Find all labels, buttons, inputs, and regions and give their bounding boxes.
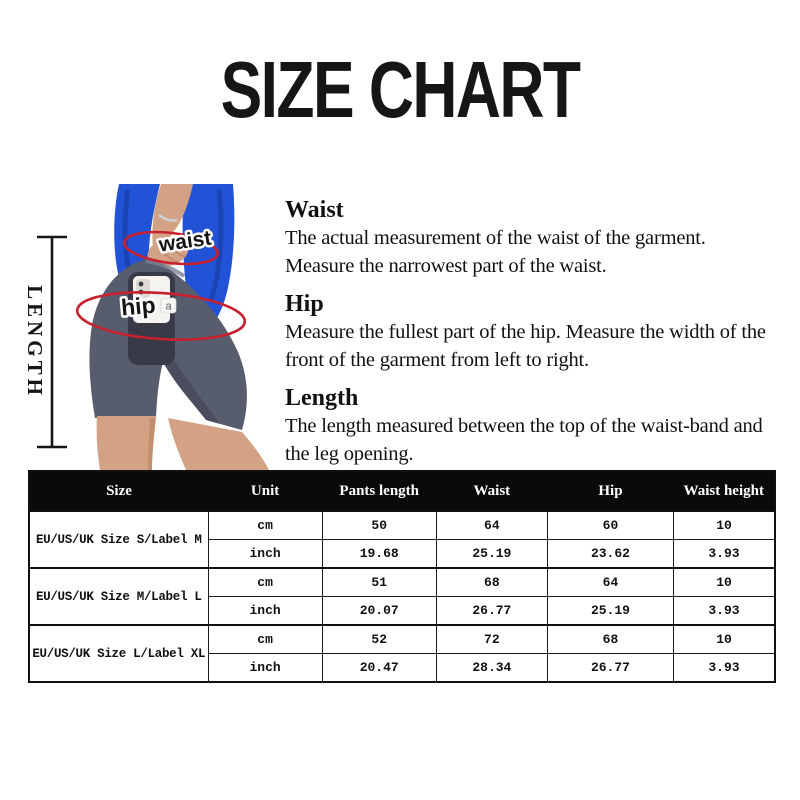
unit-cell: inch [207, 596, 323, 626]
hip-ellipse [75, 291, 247, 341]
value-cell: 28.34 [435, 653, 548, 683]
waistband-highlight [145, 259, 186, 278]
hip-label: hip [120, 292, 157, 321]
shirt-right-fold [208, 189, 224, 303]
size-table-header-row: Size Unit Pants length Waist Hip Waist h… [29, 471, 775, 511]
value-cell: 26.77 [435, 596, 548, 626]
unit-cell: cm [207, 624, 323, 654]
page-title-text: SIZE CHART [220, 45, 581, 134]
header-pants-length: Pants length [322, 471, 437, 511]
header-unit: Unit [208, 471, 323, 511]
desc-length-body: The length measured between the top of t… [285, 415, 763, 465]
table-row-m-inch: inch 20.07 26.77 25.19 3.93 [29, 596, 776, 626]
value-cell: 26.77 [546, 653, 674, 683]
value-cell: 20.07 [321, 596, 437, 626]
front-leg [168, 418, 269, 470]
table-row-s-inch: inch 19.68 25.19 23.62 3.93 [29, 539, 776, 569]
value-cell: 25.19 [546, 596, 674, 626]
waist-ellipse [123, 230, 219, 266]
table-row-m-cm: EU/US/UK Size M/Label L cm 51 68 64 10 [28, 567, 776, 626]
desc-length: Length The length measured between the t… [285, 384, 779, 468]
value-cell: 68 [435, 567, 548, 597]
table-row-l-cm: EU/US/UK Size L/Label XL cm 52 72 68 10 [28, 624, 776, 683]
value-cell: 60 [546, 510, 674, 540]
value-cell: 68 [546, 624, 674, 654]
header-waist: Waist [436, 471, 548, 511]
value-cell: 64 [546, 567, 674, 597]
size-table: Size Unit Pants length Waist Hip Waist h… [28, 470, 776, 683]
hand [147, 237, 189, 267]
size-label-s: EU/US/UK Size S/Label M [28, 510, 209, 569]
shorts-shadow [163, 356, 220, 424]
desc-waist: Waist The actual measurement of the wais… [285, 196, 779, 280]
desc-waist-heading: Waist [285, 197, 344, 223]
value-cell: 25.19 [435, 539, 548, 569]
desc-hip-body: Measure the fullest part of the hip. Mea… [285, 321, 766, 371]
unit-cell: cm [207, 567, 323, 597]
header-hip: Hip [547, 471, 674, 511]
phone-badge [160, 297, 177, 314]
header-waist-height: Waist height [673, 471, 775, 511]
phone-camera-lens-top [138, 281, 144, 287]
product-measure-figure: LENGTH waist hip a [23, 184, 269, 470]
leg-shading [148, 418, 156, 470]
value-cell: 52 [321, 624, 437, 654]
table-row-l-inch: inch 20.47 28.34 26.77 3.93 [29, 653, 776, 683]
value-cell: 10 [672, 624, 776, 654]
value-cell: 3.93 [672, 539, 776, 569]
unit-cell: inch [207, 653, 323, 683]
bracelet [158, 213, 178, 222]
header-size: Size [29, 471, 209, 511]
value-cell: 10 [672, 510, 776, 540]
phone-badge-label: a [165, 301, 172, 313]
value-cell: 3.93 [672, 653, 776, 683]
length-label: LENGTH [23, 285, 47, 399]
desc-waist-body: The actual measurement of the waist of t… [285, 227, 706, 277]
length-measure-bracket [37, 235, 67, 449]
size-label-l: EU/US/UK Size L/Label XL [28, 624, 209, 683]
desc-hip: Hip Measure the fullest part of the hip.… [285, 290, 779, 374]
desc-length-heading: Length [285, 385, 359, 411]
back-leg [96, 416, 156, 470]
value-cell: 50 [321, 510, 437, 540]
desc-hip-heading: Hip [285, 291, 324, 317]
value-cell: 51 [321, 567, 437, 597]
unit-cell: cm [207, 510, 323, 540]
finger-lines [157, 241, 187, 264]
value-cell: 10 [672, 567, 776, 597]
value-cell: 3.93 [672, 596, 776, 626]
value-cell: 23.62 [546, 539, 674, 569]
measurement-descriptions: Waist The actual measurement of the wais… [285, 196, 779, 478]
value-cell: 19.68 [321, 539, 437, 569]
unit-cell: inch [207, 539, 323, 569]
value-cell: 72 [435, 624, 548, 654]
size-label-m: EU/US/UK Size M/Label L [28, 567, 209, 626]
table-row-s-cm: EU/US/UK Size S/Label M cm 50 64 60 10 [28, 510, 776, 569]
value-cell: 64 [435, 510, 548, 540]
page-title: SIZE CHART [0, 50, 800, 130]
value-cell: 20.47 [321, 653, 437, 683]
